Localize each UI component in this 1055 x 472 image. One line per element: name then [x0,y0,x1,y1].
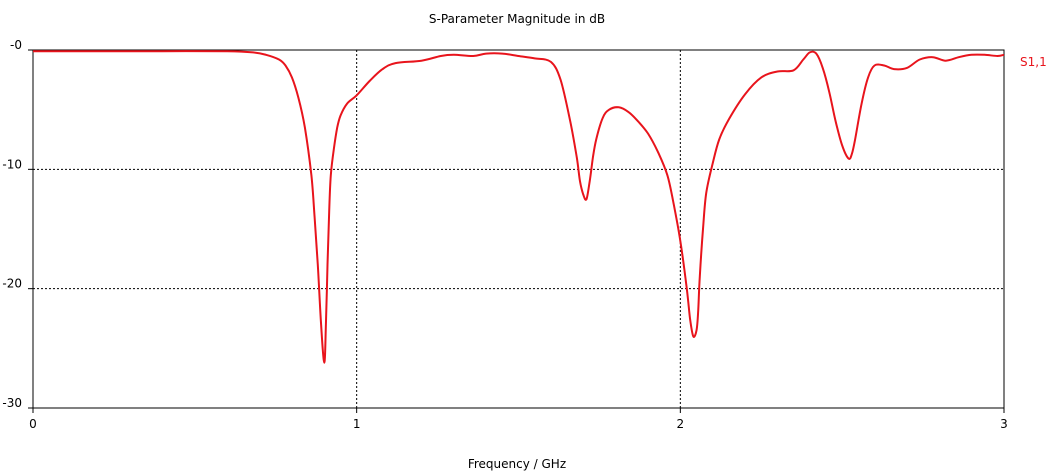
series-group [33,50,1005,364]
chart-title: S-Parameter Magnitude in dB [429,12,605,26]
x-tick-label: 1 [353,417,361,431]
y-tick-label: -0 [10,38,22,52]
grid-lines [33,50,1004,408]
y-tick-label: -20 [2,277,22,291]
x-axis-ticks: 0 1 2 3 [29,408,1008,431]
x-tick-label: 3 [1000,417,1008,431]
x-tick-label: 0 [29,417,37,431]
series-line-s11 [33,50,1005,364]
y-axis-ticks: -0 -10 -20 -30 [2,38,33,410]
y-tick-label: -10 [2,157,22,171]
legend-s11: S1,1 [1020,55,1047,69]
y-tick-label: -30 [2,396,22,410]
x-tick-label: 2 [677,417,685,431]
x-axis-label: Frequency / GHz [468,457,566,471]
plot-area [32,49,1005,409]
